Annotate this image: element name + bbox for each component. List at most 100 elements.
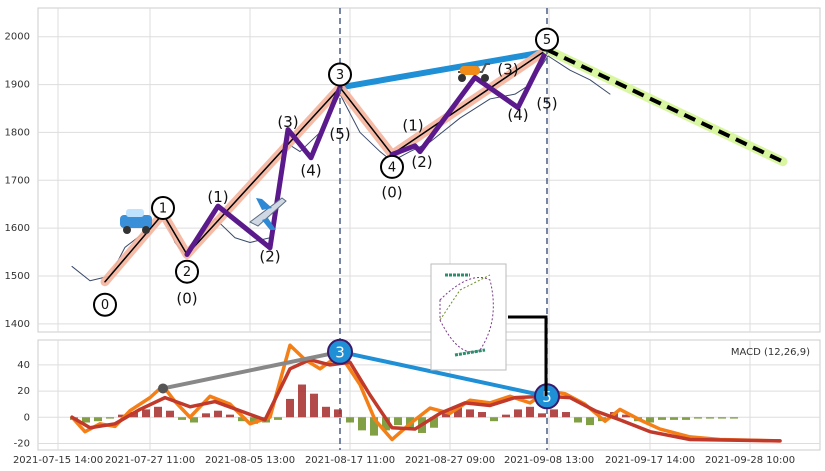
- histogram-bar: [658, 417, 666, 420]
- histogram-bar: [646, 417, 654, 423]
- connector: [508, 315, 548, 396]
- y-tick-label: 1800: [5, 127, 30, 138]
- y-tick-label: 1400: [5, 319, 30, 330]
- y-tick-label: 1700: [5, 175, 30, 186]
- wave-label-circle: [175, 259, 199, 284]
- x-tick-label: 2021-07-27 11:00: [105, 455, 195, 466]
- wave-label-circle: [328, 62, 352, 87]
- plane-icon: [249, 197, 287, 230]
- macd-line: [70, 357, 782, 443]
- x-tick-label: 2021-08-17 11:00: [305, 455, 395, 466]
- wave-label-circle: [380, 154, 404, 179]
- histogram-bar: [718, 417, 726, 419]
- wave-label: 2: [183, 265, 191, 280]
- histogram-bar: [538, 413, 546, 418]
- x-tick-label: 2021-09-17 14:00: [605, 455, 695, 466]
- wave-label: (1): [207, 188, 228, 206]
- wave-label-circle: [535, 27, 559, 52]
- histogram-bar: [238, 417, 246, 422]
- histogram-bar: [514, 409, 522, 418]
- impulse-outline: [104, 48, 548, 283]
- y-tick-label: 1900: [5, 80, 30, 91]
- trend-start: [158, 383, 168, 394]
- histogram-bar: [178, 417, 186, 420]
- wave-label: (1): [402, 116, 423, 134]
- histogram-bar: [310, 393, 318, 418]
- histogram-bar: [166, 410, 174, 418]
- histogram-bar: [346, 417, 354, 423]
- wave-label-circle: [151, 196, 175, 221]
- wave-label: (3): [497, 60, 518, 78]
- histogram-bar: [250, 417, 258, 424]
- histogram-bar: [154, 406, 162, 418]
- wave-label: (2): [411, 153, 432, 171]
- histogram-bar: [574, 417, 582, 423]
- wave-label: 0: [101, 298, 109, 313]
- y-tick-label: 1500: [5, 271, 30, 282]
- macd-label: 5: [542, 388, 552, 406]
- wave-label: (4): [507, 106, 528, 124]
- histogram-bar: [694, 417, 702, 419]
- wave-label: (2): [259, 247, 280, 265]
- subwave: [389, 47, 550, 157]
- x-tick-label: 2021-09-08 13:00: [504, 455, 594, 466]
- y-tick-label: 0: [24, 412, 30, 423]
- histogram-bar: [562, 412, 570, 418]
- macd-trendline: [338, 349, 549, 399]
- projection-line: [546, 47, 784, 164]
- x-tick-label: 2021-08-27 09:00: [405, 455, 495, 466]
- histogram-bar: [682, 417, 690, 420]
- y-tick-label: -20: [14, 438, 30, 449]
- histogram-bar: [142, 409, 150, 418]
- histogram-bar: [490, 417, 498, 422]
- y-tick-label: 1600: [5, 223, 30, 234]
- histogram-bar: [670, 417, 678, 420]
- histogram-bar: [322, 406, 330, 418]
- histogram-bar: [370, 417, 378, 436]
- wave-label: (0): [176, 290, 197, 308]
- wave-label: (5): [329, 125, 350, 143]
- wave-label: 5: [543, 33, 551, 48]
- subwave: [184, 84, 343, 257]
- macd-label-circle: [327, 338, 353, 365]
- wave-label-circle: [93, 292, 117, 317]
- macd-trendline: [161, 349, 342, 391]
- histogram-bar: [190, 417, 198, 423]
- histogram-bar: [466, 409, 474, 418]
- legend: MACD (12,26,9): [731, 347, 810, 358]
- histogram-bar: [502, 414, 510, 418]
- histogram-bar: [334, 409, 342, 418]
- histogram-bar: [442, 412, 450, 418]
- wave-label: 3: [336, 68, 344, 83]
- histogram-bar: [106, 417, 114, 419]
- histogram-bar: [730, 417, 738, 419]
- wave-label: (4): [300, 161, 321, 179]
- x-tick-label: 2021-09-28 10:00: [705, 455, 795, 466]
- histogram-bar: [118, 414, 126, 418]
- wave-label: (0): [381, 183, 402, 201]
- car-icon: [120, 209, 152, 234]
- histogram-bar: [214, 410, 222, 418]
- wave-label: (5): [536, 94, 557, 112]
- y-tick-label: 2000: [5, 32, 30, 43]
- histogram-bar: [94, 417, 102, 422]
- y-tick-label: 20: [17, 386, 30, 397]
- icons: [120, 63, 548, 396]
- histogram-bar: [394, 417, 402, 426]
- wave-diagram-inset: [430, 263, 507, 371]
- histogram-bar: [706, 417, 714, 419]
- histogram-bar: [358, 417, 366, 431]
- histogram-bar: [550, 409, 558, 418]
- histogram-bar: [286, 398, 294, 418]
- x-tick-label: 2021-08-05 13:00: [205, 455, 295, 466]
- x-tick-label: 2021-07-15 14:00: [13, 455, 103, 466]
- histogram-bar: [430, 417, 438, 428]
- y-tick-label: 40: [17, 360, 30, 371]
- price-panel: [37, 7, 821, 333]
- histogram-bar: [298, 384, 306, 418]
- histogram-bar: [226, 414, 234, 418]
- histogram-bar: [454, 406, 462, 418]
- wave-label: 1: [159, 202, 167, 217]
